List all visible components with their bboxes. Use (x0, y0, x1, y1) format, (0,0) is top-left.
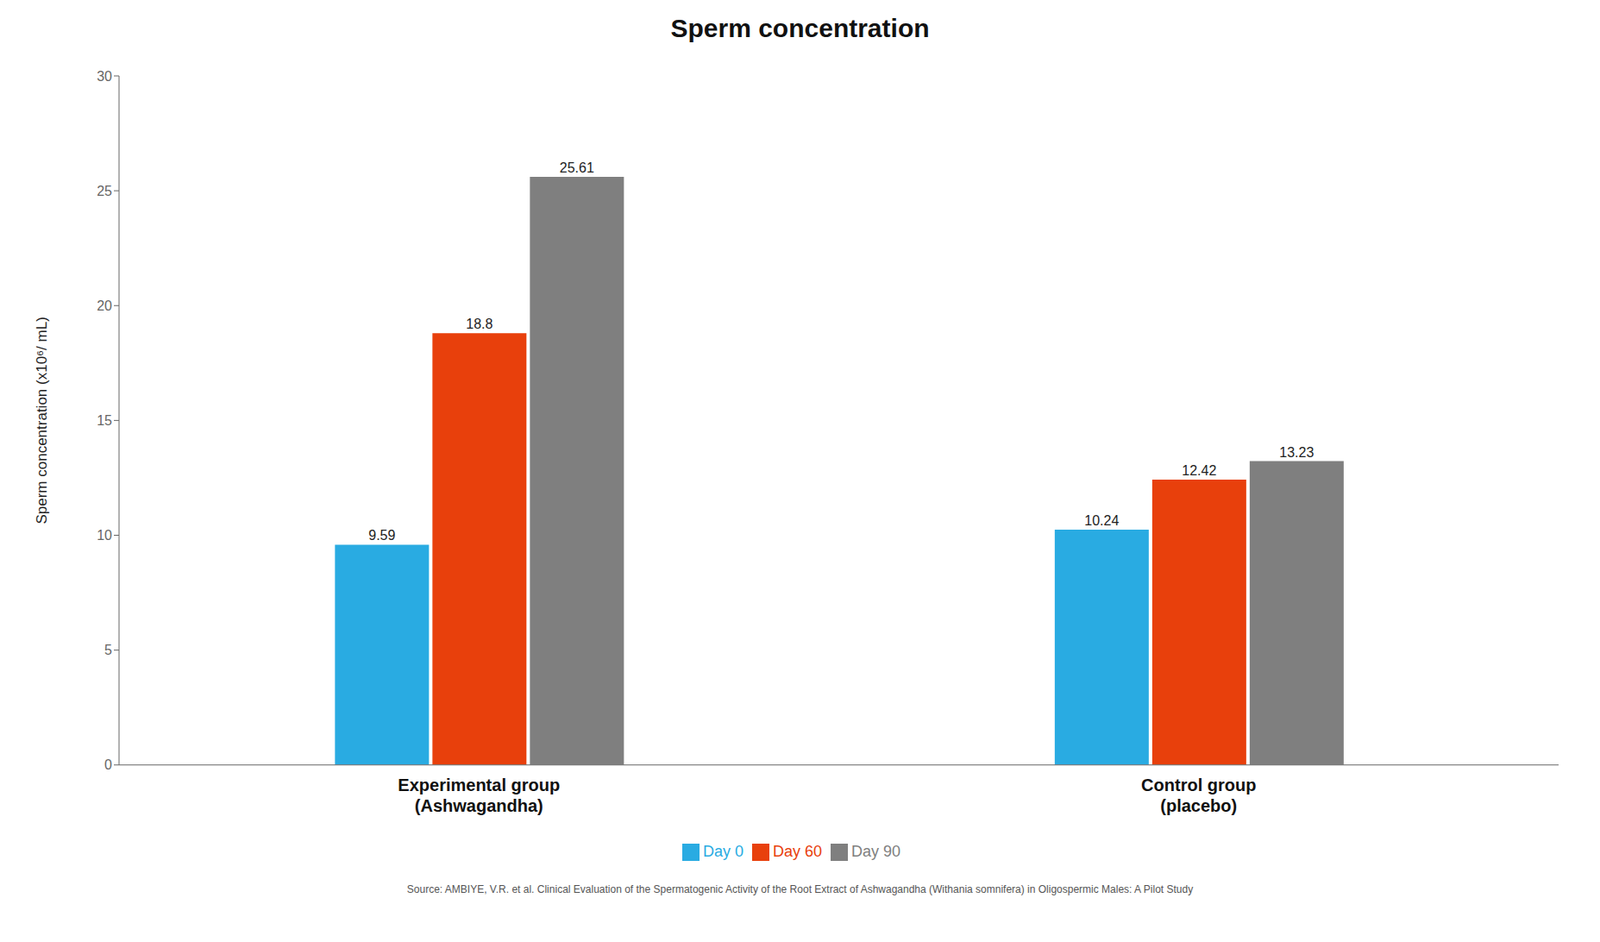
svg-text:Control group(placebo): Control group(placebo) (1141, 775, 1256, 816)
svg-text:5: 5 (104, 642, 113, 658)
svg-text:13.23: 13.23 (1279, 445, 1314, 460)
svg-text:9.59: 9.59 (368, 527, 396, 543)
svg-text:20: 20 (96, 298, 113, 314)
html-text:Sperm concentration: Sperm concentration (670, 13, 930, 43)
svg-text:0: 0 (104, 757, 113, 772)
svg-text:30: 30 (96, 69, 113, 84)
svg-text:18.8: 18.8 (465, 316, 493, 332)
svg-text:Experimental group(Ashwagandha: Experimental group(Ashwagandha) (397, 775, 560, 816)
svg-text:25: 25 (96, 183, 113, 199)
svg-text:10: 10 (96, 527, 113, 543)
svg-text:10.24: 10.24 (1084, 513, 1119, 528)
html-text:Source: AMBIYE, V.R. et al. Cl: Source: AMBIYE, V.R. et al. Clinical Eva… (406, 883, 1194, 896)
html-text:Day 90: Day 90 (851, 842, 901, 860)
svg-text:12.42: 12.42 (1181, 463, 1217, 478)
svg-text:25.61: 25.61 (559, 160, 595, 176)
svg-text:Sperm concentration (x10⁶/ mL): Sperm concentration (x10⁶/ mL) (33, 316, 51, 524)
html-text:Day 60: Day 60 (772, 842, 822, 860)
svg-text:15: 15 (96, 413, 113, 428)
html-text:Day 0: Day 0 (702, 842, 744, 860)
